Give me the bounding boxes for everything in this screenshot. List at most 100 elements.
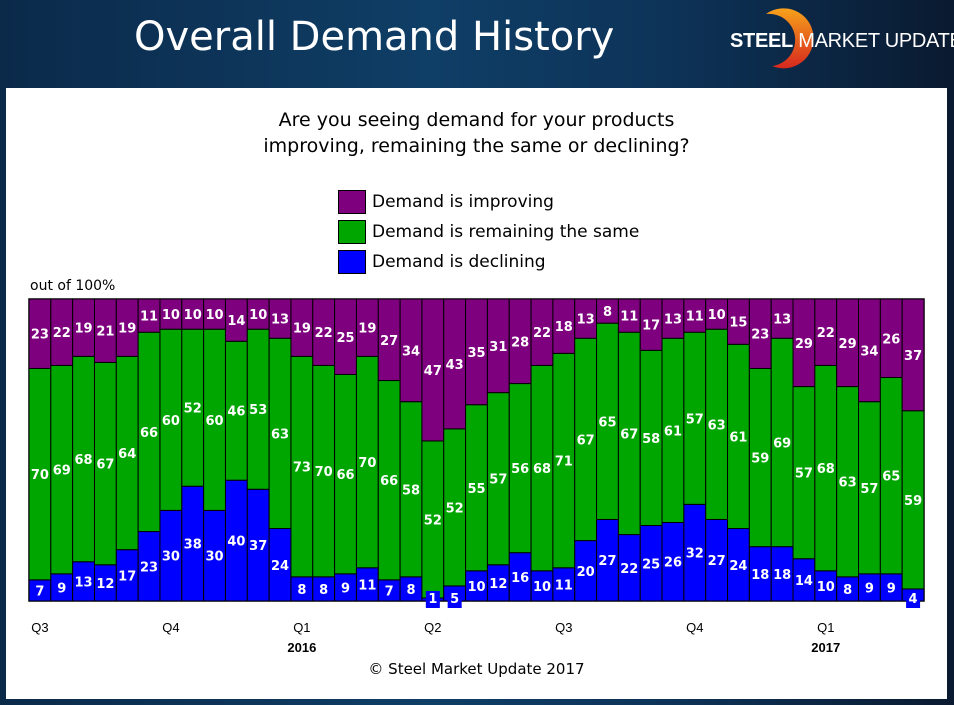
data-label-same: 66 bbox=[336, 468, 354, 483]
logo-text: STEEL MARKET UPDATE bbox=[730, 30, 954, 52]
data-label-same: 70 bbox=[315, 465, 333, 480]
steel-market-update-logo: STEEL MARKET UPDATE bbox=[730, 8, 954, 76]
data-label-same: 63 bbox=[839, 476, 857, 491]
data-label-declining: 32 bbox=[686, 547, 704, 562]
data-label-improving: 8 bbox=[603, 305, 612, 320]
data-label-same: 61 bbox=[729, 430, 747, 445]
data-label-same: 60 bbox=[206, 414, 224, 429]
data-label-declining: 11 bbox=[555, 578, 573, 593]
data-label-improving: 31 bbox=[489, 340, 507, 355]
data-label-improving: 26 bbox=[882, 332, 900, 347]
data-label-improving: 21 bbox=[96, 325, 114, 340]
legend: Demand is improving Demand is remaining … bbox=[338, 187, 639, 277]
data-label-declining: 27 bbox=[598, 554, 616, 569]
data-label-improving: 23 bbox=[751, 328, 769, 343]
data-label-improving: 19 bbox=[293, 322, 311, 337]
data-label-improving: 27 bbox=[380, 334, 398, 349]
data-label-declining: 8 bbox=[843, 583, 852, 598]
data-label-same: 53 bbox=[249, 403, 267, 418]
data-label-declining: 9 bbox=[865, 581, 874, 596]
data-label-same: 58 bbox=[642, 432, 660, 447]
data-label-improving: 13 bbox=[577, 313, 595, 328]
data-label-improving: 17 bbox=[642, 319, 660, 334]
data-label-same: 57 bbox=[686, 412, 704, 427]
data-label-improving: 22 bbox=[533, 326, 551, 341]
data-label-same: 61 bbox=[664, 424, 682, 439]
x-tick-label: Q4 bbox=[686, 620, 703, 635]
chart-panel: Are you seeing demand for your products … bbox=[6, 88, 947, 699]
data-label-improving: 11 bbox=[140, 310, 158, 325]
data-label-improving: 15 bbox=[729, 316, 747, 331]
data-label-declining: 14 bbox=[795, 574, 813, 589]
data-label-improving: 18 bbox=[555, 320, 573, 335]
data-label-declining: 26 bbox=[664, 556, 682, 571]
data-label-improving: 34 bbox=[402, 344, 420, 359]
data-label-same: 68 bbox=[533, 462, 551, 477]
data-label-declining: 8 bbox=[406, 583, 415, 598]
x-year-label: 2016 bbox=[287, 640, 316, 655]
data-label-declining: 30 bbox=[206, 550, 224, 565]
data-label-declining: 8 bbox=[319, 583, 328, 598]
label-box-declining bbox=[425, 591, 440, 608]
data-label-improving: 14 bbox=[227, 314, 245, 329]
data-label-declining: 10 bbox=[467, 580, 485, 595]
legend-swatch-improving bbox=[338, 190, 366, 214]
copyright: © Steel Market Update 2017 bbox=[368, 660, 585, 678]
data-label-same: 52 bbox=[184, 402, 202, 417]
bar-improving bbox=[901, 298, 925, 412]
data-label-same: 59 bbox=[751, 452, 769, 467]
data-label-same: 63 bbox=[708, 418, 726, 433]
legend-label-same: Demand is remaining the same bbox=[372, 222, 640, 242]
data-label-improving: 37 bbox=[904, 349, 922, 364]
data-label-declining: 24 bbox=[271, 559, 289, 574]
data-label-improving: 19 bbox=[118, 322, 136, 337]
data-label-same: 63 bbox=[271, 427, 289, 442]
legend-swatch-same bbox=[338, 220, 366, 244]
data-label-improving: 35 bbox=[467, 346, 485, 361]
data-label-improving: 34 bbox=[860, 344, 878, 359]
chart-title-line1: Are you seeing demand for your products bbox=[278, 109, 675, 131]
data-label-declining: 5 bbox=[450, 592, 459, 607]
data-label-improving: 10 bbox=[206, 308, 224, 323]
data-label-same: 52 bbox=[446, 501, 464, 516]
legend-item-same: Demand is remaining the same bbox=[338, 217, 639, 247]
data-label-same: 65 bbox=[882, 470, 900, 485]
data-label-same: 52 bbox=[424, 513, 442, 528]
data-label-declining: 9 bbox=[887, 581, 896, 596]
label-box-declining bbox=[906, 591, 921, 608]
data-label-improving: 29 bbox=[839, 337, 857, 352]
data-label-declining: 25 bbox=[642, 557, 660, 572]
data-label-same: 68 bbox=[817, 462, 835, 477]
legend-label-declining: Demand is declining bbox=[372, 252, 546, 272]
data-label-same: 67 bbox=[577, 433, 595, 448]
data-label-declining: 18 bbox=[773, 568, 791, 583]
data-label-same: 65 bbox=[598, 415, 616, 430]
data-label-improving: 29 bbox=[795, 337, 813, 352]
data-label-improving: 13 bbox=[664, 313, 682, 328]
data-label-declining: 23 bbox=[140, 560, 158, 575]
data-label-declining: 20 bbox=[577, 565, 595, 580]
data-label-declining: 17 bbox=[118, 569, 136, 584]
data-label-declining: 1 bbox=[428, 592, 437, 607]
x-tick-label: Q1 bbox=[293, 620, 310, 635]
data-label-declining: 11 bbox=[358, 578, 376, 593]
data-label-improving: 22 bbox=[817, 326, 835, 341]
logo-arc-icon bbox=[766, 8, 814, 69]
data-label-improving: 13 bbox=[773, 313, 791, 328]
legend-item-improving: Demand is improving bbox=[338, 187, 639, 217]
chart-title-line2: improving, remaining the same or declini… bbox=[263, 135, 690, 157]
x-tick-label: Q1 bbox=[817, 620, 834, 635]
data-label-improving: 10 bbox=[249, 308, 267, 323]
data-label-same: 58 bbox=[402, 483, 420, 498]
data-label-improving: 11 bbox=[620, 310, 638, 325]
data-label-same: 55 bbox=[467, 482, 485, 497]
data-label-declining: 12 bbox=[489, 577, 507, 592]
legend-swatch-declining bbox=[338, 250, 366, 274]
data-label-same: 70 bbox=[358, 456, 376, 471]
data-label-declining: 18 bbox=[751, 568, 769, 583]
data-label-declining: 4 bbox=[909, 592, 918, 607]
data-label-declining: 40 bbox=[227, 535, 245, 550]
data-label-same: 57 bbox=[860, 482, 878, 497]
data-label-improving: 19 bbox=[358, 322, 376, 337]
y-unit-label: out of 100% bbox=[30, 278, 116, 294]
